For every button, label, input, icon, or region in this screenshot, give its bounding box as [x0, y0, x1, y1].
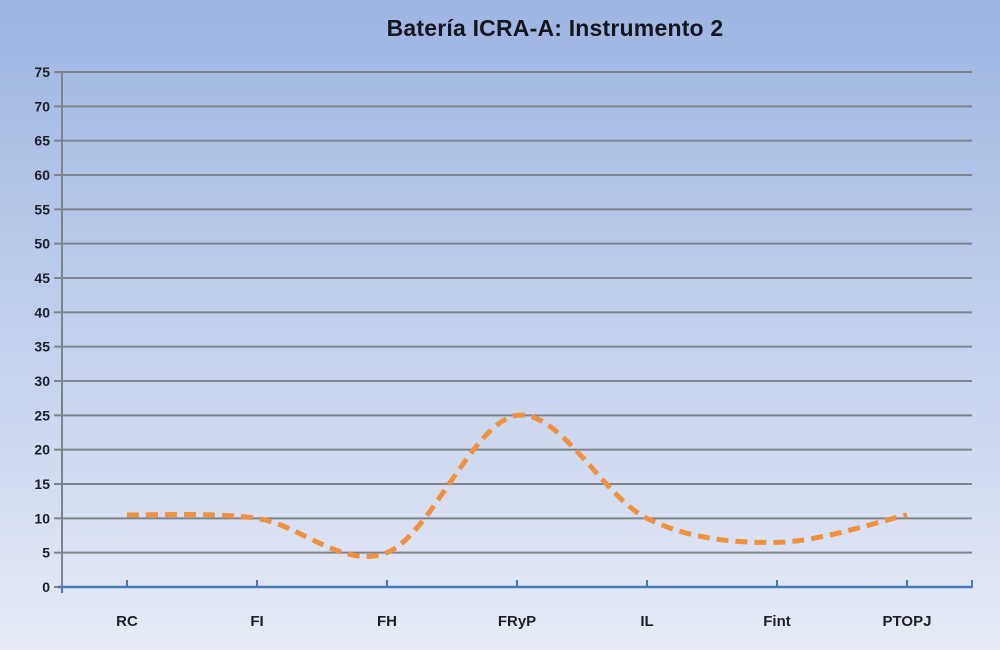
- series-line-instrumento-2: [126, 412, 908, 560]
- y-tick-label: 45: [34, 270, 50, 286]
- y-tick-label: 5: [42, 545, 50, 561]
- y-tick-label: 10: [34, 510, 50, 526]
- x-axis-label: FI: [250, 613, 263, 630]
- y-tick-label: 40: [34, 304, 50, 320]
- y-tick-label: 50: [34, 236, 50, 252]
- x-axis-label: PTOPJ: [883, 613, 932, 630]
- y-tick-label: 60: [34, 167, 50, 183]
- y-tick-label: 20: [34, 442, 50, 458]
- chart-title: Batería ICRA-A: Instrumento 2: [386, 15, 724, 41]
- y-tick-label: 65: [34, 133, 50, 149]
- x-axis-label: FH: [377, 613, 397, 630]
- y-tick-label: 15: [34, 476, 50, 492]
- x-axis-label: FRyP: [498, 613, 536, 630]
- x-axis-label: RC: [116, 613, 138, 630]
- x-axis-label: Fint: [763, 613, 791, 630]
- y-tick-label: 30: [34, 373, 50, 389]
- y-tick-label: 70: [34, 98, 50, 114]
- y-tick-label: 0: [42, 579, 50, 595]
- y-tick-label: 55: [34, 201, 50, 217]
- y-tick-label: 25: [34, 407, 50, 423]
- y-tick-label: 75: [34, 64, 50, 80]
- x-axis-label: IL: [640, 613, 653, 630]
- y-tick-label: 35: [34, 339, 50, 355]
